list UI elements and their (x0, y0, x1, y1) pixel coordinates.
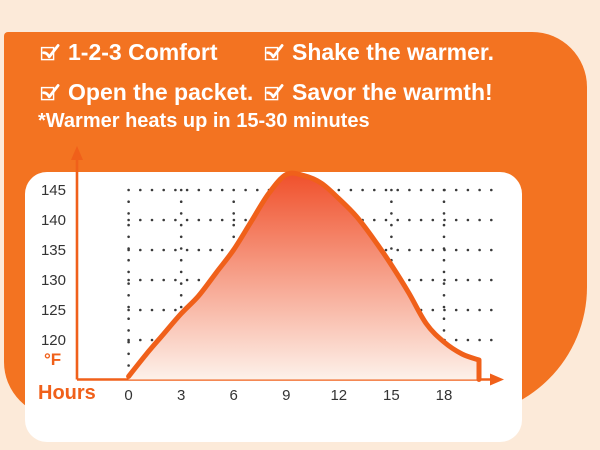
svg-text:130: 130 (41, 272, 66, 289)
svg-text:6: 6 (230, 387, 238, 404)
svg-text:18: 18 (436, 387, 453, 404)
svg-text:12: 12 (330, 387, 347, 404)
svg-text:3: 3 (177, 387, 185, 404)
svg-text:9: 9 (282, 387, 290, 404)
svg-text:15: 15 (383, 387, 400, 404)
svg-text:145: 145 (41, 182, 66, 199)
svg-text:125: 125 (41, 302, 66, 319)
svg-text:0: 0 (124, 387, 132, 404)
svg-text:140: 140 (41, 212, 66, 229)
svg-text:°F: °F (44, 350, 61, 369)
svg-text:120: 120 (41, 332, 66, 349)
svg-text:135: 135 (41, 242, 66, 259)
